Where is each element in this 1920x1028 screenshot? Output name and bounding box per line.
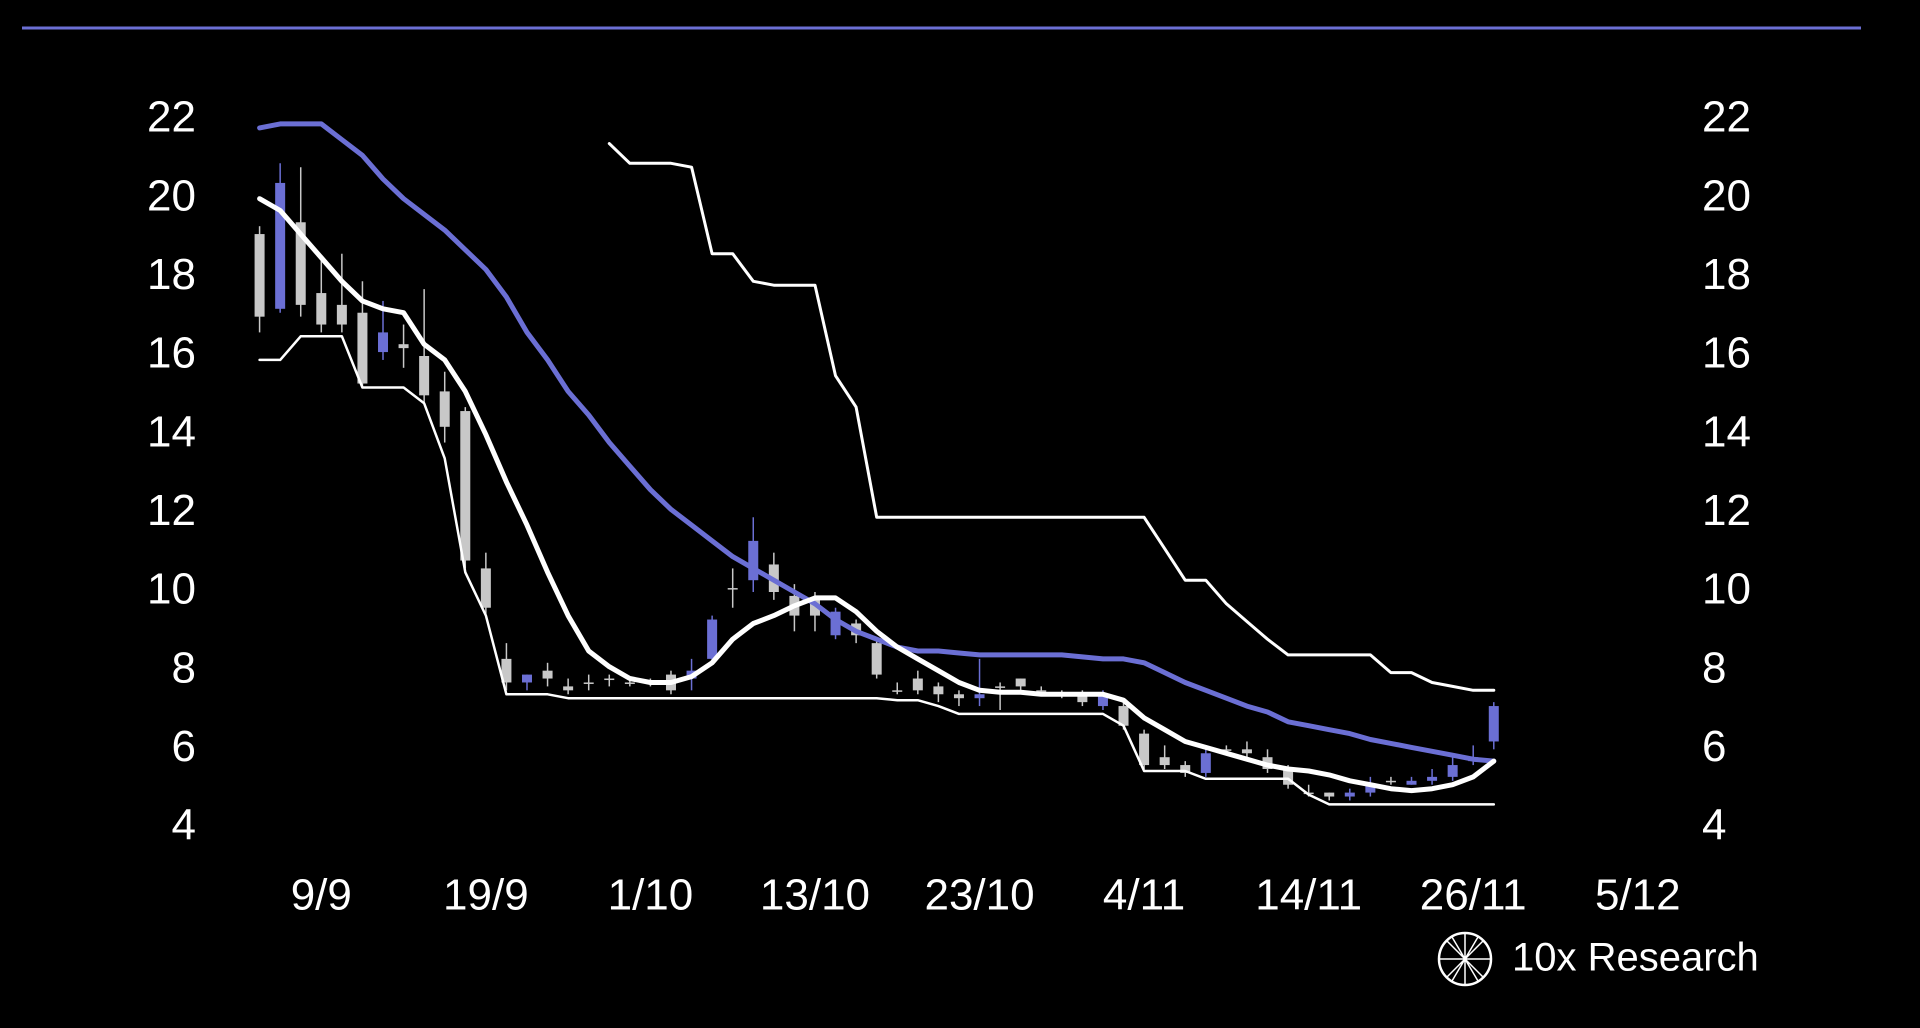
candle-body [830,611,841,636]
y-tick-label: 6 [172,722,196,771]
candle-body [563,686,574,691]
candle-body [1159,757,1170,766]
logo-icon [1437,931,1493,987]
candle-body [1200,753,1211,773]
y2-tick-label: 10 [1702,565,1751,614]
y2-tick-label: 4 [1702,801,1726,850]
candle-body [995,686,1006,688]
logo-pattern [1440,934,1490,984]
y2-tick-label: 22 [1702,93,1751,142]
candle-body [378,332,389,353]
candle-body [1097,694,1108,707]
candle-body [439,391,450,427]
candle-body [460,411,471,561]
candle-body [1447,765,1458,777]
line [257,196,1497,794]
candle-body [480,568,491,608]
y2-tick-label: 18 [1702,250,1751,299]
candle-body [398,344,409,349]
candle-body [748,540,759,581]
candle-body [275,182,286,309]
y-tick-label: 20 [147,171,196,220]
candle-body [357,312,368,384]
x-tick-label: 14/11 [1255,871,1362,920]
candle-body [912,678,923,691]
candle-body [1324,792,1335,797]
x-tick-label: 23/10 [924,871,1034,920]
y-tick-label: 8 [172,643,196,692]
logo: 10x Research [1437,931,1759,987]
y-tick-label: 4 [172,801,196,850]
x-tick-label: 4/11 [1103,871,1185,920]
x-tick-label: 9/9 [291,871,352,920]
y2-tick-label: 6 [1702,722,1726,771]
candle-body [336,304,347,325]
line [257,121,1497,764]
y-tick-label: 12 [147,486,196,535]
x-tick-label: 1/10 [608,871,694,920]
x-tick-label: 5/12 [1595,871,1681,920]
brand: 10x Research [1512,936,1759,980]
candle-body [254,234,265,317]
candle-body [892,690,903,692]
y2-tick-label: 12 [1702,486,1751,535]
x-tick-label: 13/10 [760,871,870,920]
candle-body [1180,765,1191,773]
candle-body [521,674,532,683]
y-tick-label: 14 [147,407,196,456]
candle-body [583,682,594,684]
candle-body [727,588,738,590]
y-tick-label: 18 [147,250,196,299]
candle-body [707,619,718,659]
candle-body [809,599,820,616]
candle-body [1365,784,1376,793]
candle-body [1427,776,1438,781]
y-tick-label: 16 [147,329,196,378]
y-tick-label: 22 [147,93,196,142]
candle-body [419,356,430,396]
candle-body [501,658,512,683]
candle-body [871,643,882,675]
y2-tick-label: 20 [1702,171,1751,220]
line [258,335,1496,806]
candle-body [295,222,306,305]
y2-tick-label: 14 [1702,407,1751,456]
y2-tick-label: 16 [1702,329,1751,378]
candle-body [1241,749,1252,754]
candle-body [1077,694,1088,703]
candle-body [974,694,985,699]
candle-body [1015,678,1026,687]
candle-body [316,293,327,325]
candle-body [1283,769,1294,785]
candle-body [1036,690,1047,692]
candle-body [1406,780,1417,785]
candle-body [604,678,615,681]
candle-body [624,682,635,684]
y-tick-label: 10 [147,565,196,614]
candle-body [1385,780,1396,783]
candle-body [1118,706,1129,726]
x-tick-label: 19/9 [443,871,529,920]
candle-body [1221,749,1232,751]
candle-body [542,670,553,679]
candle-body [1139,733,1150,766]
candle-body [1344,792,1355,797]
x-tick-label: 26/11 [1420,871,1527,920]
y2-tick-label: 8 [1702,643,1726,692]
candle-body [953,694,964,699]
candle-body [1488,706,1499,742]
line [607,142,1496,692]
candle-body [933,686,944,695]
